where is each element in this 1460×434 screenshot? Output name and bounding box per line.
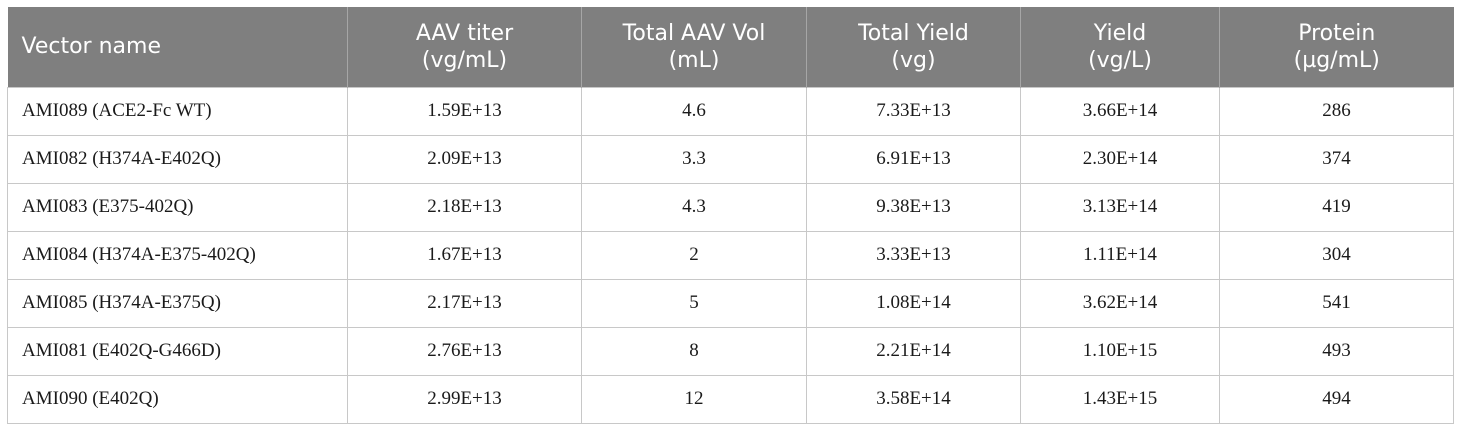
header-vector-name: Vector name xyxy=(7,7,348,87)
header-unit: (vg/L) xyxy=(1088,47,1152,73)
header-unit: (vg) xyxy=(891,47,936,73)
table-row: AMI085 (H374A-E375Q) 2.17E+13 5 1.08E+14… xyxy=(7,278,1454,328)
table-row: AMI081 (E402Q-G466D) 2.76E+13 8 2.21E+14… xyxy=(7,326,1454,376)
header-label: AAV titer xyxy=(415,20,514,46)
cell-vector-name: AMI084 (H374A-E375-402Q) xyxy=(7,230,348,280)
cell-protein: 286 xyxy=(1219,86,1454,136)
cell-total-yield: 1.08E+14 xyxy=(806,278,1021,328)
cell-vector-name: AMI082 (H374A-E402Q) xyxy=(7,134,348,184)
table-row: AMI084 (H374A-E375-402Q) 1.67E+13 2 3.33… xyxy=(7,230,1454,280)
header-unit: (mL) xyxy=(668,47,720,73)
cell-protein: 493 xyxy=(1219,326,1454,376)
cell-total-aav-vol: 3.3 xyxy=(581,134,807,184)
cell-vector-name: AMI085 (H374A-E375Q) xyxy=(7,278,348,328)
cell-yield: 3.13E+14 xyxy=(1020,182,1220,232)
header-total-aav-vol: Total AAV Vol (mL) xyxy=(581,7,807,87)
table-row: AMI083 (E375-402Q) 2.18E+13 4.3 9.38E+13… xyxy=(7,182,1454,232)
cell-yield: 3.66E+14 xyxy=(1020,86,1220,136)
header-protein: Protein (µg/mL) xyxy=(1219,7,1454,87)
header-label: Total Yield xyxy=(858,20,969,46)
table-row: AMI082 (H374A-E402Q) 2.09E+13 3.3 6.91E+… xyxy=(7,134,1454,184)
cell-protein: 419 xyxy=(1219,182,1454,232)
table-header: Vector name AAV titer (vg/mL) Total AAV … xyxy=(7,7,1454,87)
cell-aav-titer: 2.76E+13 xyxy=(347,326,582,376)
cell-total-aav-vol: 4.6 xyxy=(581,86,807,136)
cell-vector-name: AMI089 (ACE2-Fc WT) xyxy=(7,86,348,136)
table-body: AMI089 (ACE2-Fc WT) 1.59E+13 4.6 7.33E+1… xyxy=(7,86,1454,424)
cell-total-aav-vol: 2 xyxy=(581,230,807,280)
table-row: AMI089 (ACE2-Fc WT) 1.59E+13 4.6 7.33E+1… xyxy=(7,86,1454,136)
cell-total-yield: 7.33E+13 xyxy=(806,86,1021,136)
cell-total-aav-vol: 12 xyxy=(581,374,807,424)
cell-vector-name: AMI090 (E402Q) xyxy=(7,374,348,424)
header-total-yield: Total Yield (vg) xyxy=(806,7,1021,87)
cell-yield: 1.11E+14 xyxy=(1020,230,1220,280)
cell-protein: 304 xyxy=(1219,230,1454,280)
cell-total-yield: 3.58E+14 xyxy=(806,374,1021,424)
cell-aav-titer: 2.09E+13 xyxy=(347,134,582,184)
cell-yield: 1.43E+15 xyxy=(1020,374,1220,424)
cell-aav-titer: 1.67E+13 xyxy=(347,230,582,280)
header-row: Vector name AAV titer (vg/mL) Total AAV … xyxy=(7,7,1454,87)
cell-total-aav-vol: 5 xyxy=(581,278,807,328)
header-label: Protein xyxy=(1298,20,1376,46)
header-aav-titer: AAV titer (vg/mL) xyxy=(347,7,582,87)
cell-total-aav-vol: 4.3 xyxy=(581,182,807,232)
cell-protein: 494 xyxy=(1219,374,1454,424)
header-unit: (vg/mL) xyxy=(421,47,508,73)
header-yield: Yield (vg/L) xyxy=(1020,7,1220,87)
cell-vector-name: AMI083 (E375-402Q) xyxy=(7,182,348,232)
header-label: Total AAV Vol xyxy=(622,20,766,46)
cell-aav-titer: 1.59E+13 xyxy=(347,86,582,136)
cell-total-aav-vol: 8 xyxy=(581,326,807,376)
cell-total-yield: 9.38E+13 xyxy=(806,182,1021,232)
cell-yield: 2.30E+14 xyxy=(1020,134,1220,184)
cell-aav-titer: 2.99E+13 xyxy=(347,374,582,424)
aav-vector-table: Vector name AAV titer (vg/mL) Total AAV … xyxy=(7,7,1454,424)
cell-total-yield: 3.33E+13 xyxy=(806,230,1021,280)
table-row: AMI090 (E402Q) 2.99E+13 12 3.58E+14 1.43… xyxy=(7,374,1454,424)
cell-yield: 1.10E+15 xyxy=(1020,326,1220,376)
cell-yield: 3.62E+14 xyxy=(1020,278,1220,328)
cell-total-yield: 2.21E+14 xyxy=(806,326,1021,376)
header-unit: (µg/mL) xyxy=(1293,47,1380,73)
cell-aav-titer: 2.17E+13 xyxy=(347,278,582,328)
cell-total-yield: 6.91E+13 xyxy=(806,134,1021,184)
cell-protein: 374 xyxy=(1219,134,1454,184)
header-label: Vector name xyxy=(21,34,162,60)
data-table-container: Vector name AAV titer (vg/mL) Total AAV … xyxy=(7,7,1454,424)
cell-protein: 541 xyxy=(1219,278,1454,328)
cell-vector-name: AMI081 (E402Q-G466D) xyxy=(7,326,348,376)
cell-aav-titer: 2.18E+13 xyxy=(347,182,582,232)
header-label: Yield xyxy=(1093,20,1147,46)
